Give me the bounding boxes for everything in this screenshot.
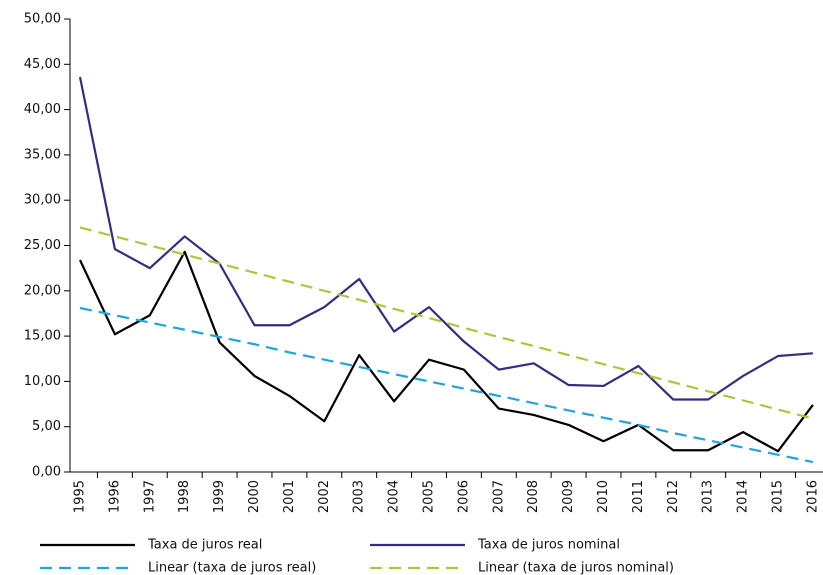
y-tick-label: 40,00	[24, 102, 61, 117]
x-tick-label: 1995	[73, 480, 88, 513]
x-tick-label: 2006	[456, 480, 471, 513]
series-line	[78, 76, 813, 401]
x-tick-label: 2008	[526, 480, 541, 513]
x-tick-label: 1998	[177, 480, 192, 513]
x-tick-label: 2013	[701, 480, 716, 513]
series-line	[79, 250, 814, 453]
x-tick-label: 2003	[352, 480, 367, 513]
x-tick-label: 2014	[736, 480, 751, 513]
x-tick-label: 2002	[317, 480, 332, 513]
y-tick-label: 45,00	[24, 57, 61, 72]
x-tick-label: 2016	[805, 480, 820, 513]
x-tick-label: 2010	[596, 480, 611, 513]
series-line	[79, 306, 814, 464]
y-tick-label: 10,00	[24, 374, 61, 389]
y-tick-label: 15,00	[24, 329, 61, 344]
x-tick-label: 1996	[107, 480, 122, 513]
y-tick-label: 30,00	[24, 193, 61, 208]
y-tick-label: 20,00	[24, 283, 61, 298]
x-tick-label: 2015	[771, 480, 786, 513]
y-tick-label: 50,00	[24, 12, 61, 27]
x-tick-label: 1999	[212, 480, 227, 513]
x-tick-label: 1997	[142, 480, 157, 513]
x-tick-label: 2007	[491, 480, 506, 513]
x-tick-label: 2000	[247, 480, 262, 513]
series-line	[79, 226, 814, 420]
x-tick-label: 2005	[422, 480, 437, 513]
x-tick-label: 2001	[282, 480, 297, 513]
y-tick-label: 5,00	[32, 419, 61, 434]
x-tick-label: 2009	[561, 480, 576, 513]
legend-label: Taxa de juros nominal	[477, 538, 620, 553]
x-tick-label: 2004	[387, 480, 402, 513]
y-tick-label: 35,00	[24, 147, 61, 162]
legend-label: Linear (taxa de juros nominal)	[478, 561, 674, 575]
x-tick-label: 2011	[631, 480, 646, 513]
x-tick-label: 2012	[666, 480, 681, 513]
legend-label: Linear (taxa de juros real)	[148, 561, 316, 575]
y-tick-label: 25,00	[24, 238, 61, 253]
y-tick-label: 0,00	[32, 465, 61, 480]
legend-label: Taxa de juros real	[147, 538, 262, 553]
